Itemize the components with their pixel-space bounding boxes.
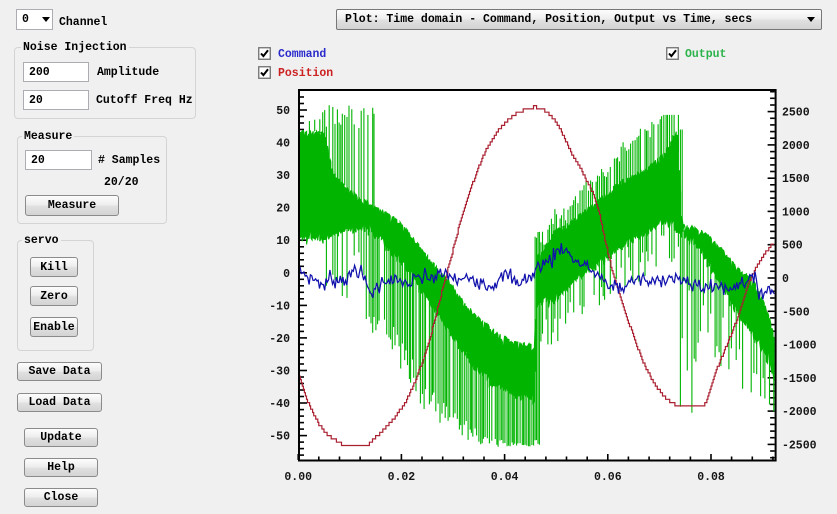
svg-text:0: 0 <box>283 268 290 281</box>
svg-text:-2000: -2000 <box>782 406 817 419</box>
svg-text:10: 10 <box>276 235 290 248</box>
svg-text:2000: 2000 <box>782 140 810 153</box>
svg-text:1500: 1500 <box>782 173 810 186</box>
svg-text:-20: -20 <box>269 333 290 346</box>
svg-text:0.00: 0.00 <box>284 471 312 484</box>
svg-text:0.06: 0.06 <box>594 471 622 484</box>
svg-text:40: 40 <box>276 138 290 151</box>
svg-text:-40: -40 <box>269 398 290 411</box>
svg-text:50: 50 <box>276 105 290 118</box>
svg-text:0.04: 0.04 <box>491 471 519 484</box>
svg-text:1000: 1000 <box>782 206 810 219</box>
svg-text:500: 500 <box>782 240 803 253</box>
svg-text:-1500: -1500 <box>782 373 817 386</box>
svg-text:-10: -10 <box>269 300 290 313</box>
svg-text:0.08: 0.08 <box>697 471 725 484</box>
svg-text:-500: -500 <box>782 306 810 319</box>
svg-text:-30: -30 <box>269 366 290 379</box>
svg-text:-1000: -1000 <box>782 340 817 353</box>
svg-text:0.02: 0.02 <box>388 471 416 484</box>
svg-text:-2500: -2500 <box>782 439 817 452</box>
svg-text:30: 30 <box>276 170 290 183</box>
svg-text:2500: 2500 <box>782 107 810 120</box>
svg-text:20: 20 <box>276 203 290 216</box>
svg-text:-50: -50 <box>269 431 290 444</box>
svg-text:0: 0 <box>782 273 789 286</box>
